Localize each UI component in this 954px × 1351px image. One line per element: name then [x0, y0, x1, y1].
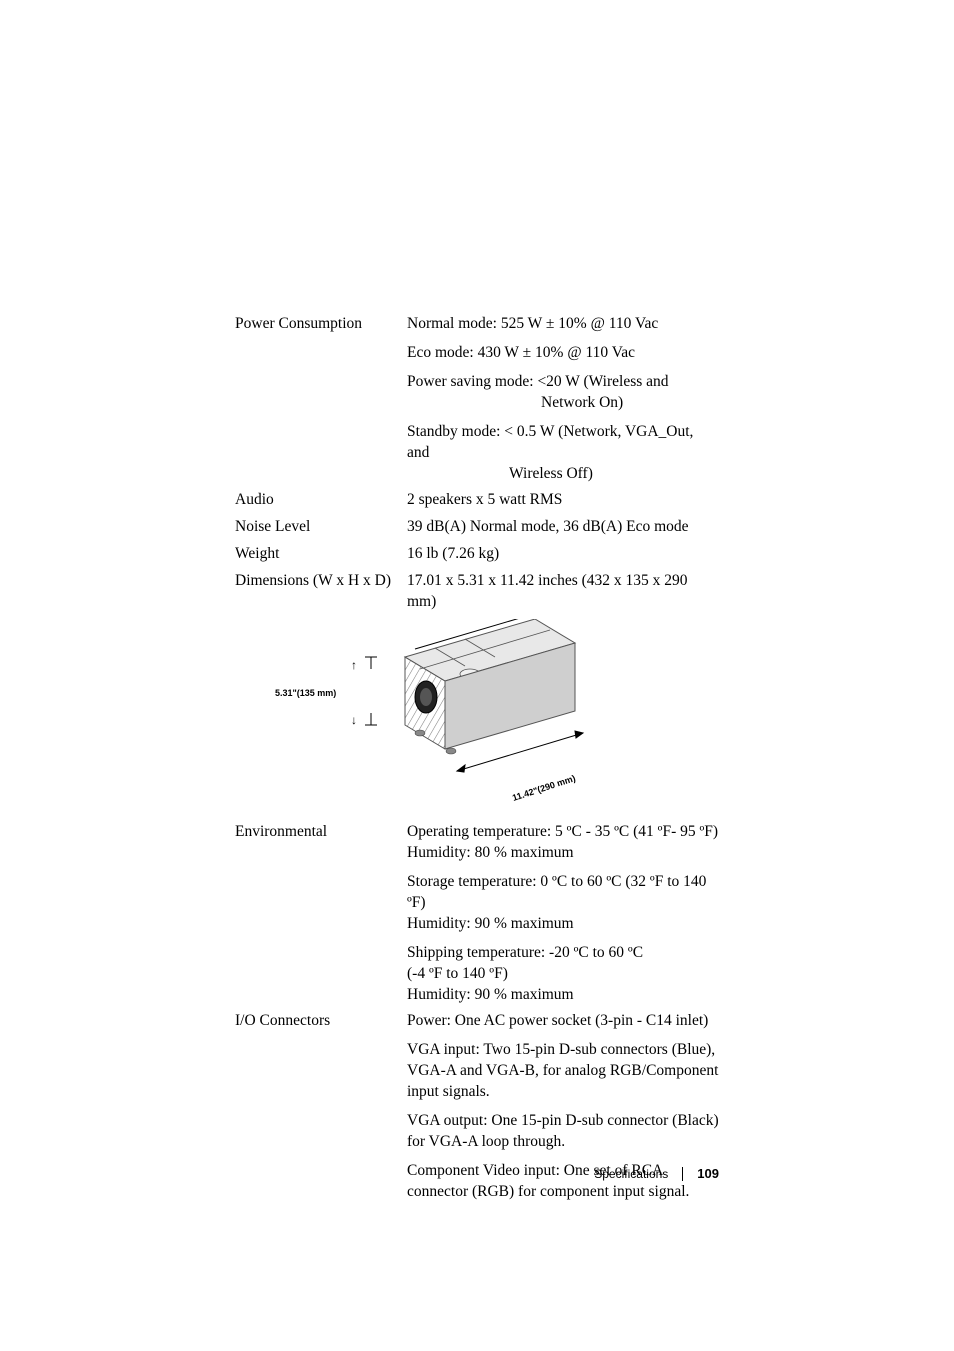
spec-label: Power Consumption [235, 314, 407, 335]
spec-row: EnvironmentalOperating temperature: 5 ºC… [235, 822, 719, 1005]
spec-value-line: Power: One AC power socket (3-pin - C14 … [407, 1011, 719, 1032]
spec-value: Operating temperature: 5 ºC - 35 ºC (41 … [407, 822, 719, 1005]
spec-value: Normal mode: 525 W ± 10% @ 110 Vac Eco mo… [407, 314, 719, 484]
spec-row: Noise Level39 dB(A) Normal mode, 36 dB(A… [235, 517, 719, 538]
spec-row: Power ConsumptionNormal mode: 525 W ± 10… [235, 314, 719, 484]
spec-value-line: Eco mode: 430 W ± 10% @ 110 Vac [407, 343, 719, 364]
spec-value-line: 2 speakers x 5 watt RMS [407, 490, 719, 511]
spec-label: Environmental [235, 822, 407, 843]
footer-page-number: 109 [697, 1166, 719, 1181]
arrow-icon: ↑ [351, 659, 357, 671]
spec-value-line: 16 lb (7.26 kg) [407, 544, 719, 565]
spec-row: Dimensions (W x H x D)17.01 x 5.31 x 11.… [235, 571, 719, 613]
footer-divider [682, 1167, 683, 1181]
page-footer: Specifications 109 [594, 1166, 719, 1181]
spec-value: 17.01 x 5.31 x 11.42 inches (432 x 135 x… [407, 571, 719, 613]
spec-value-line: Operating temperature: 5 ºC - 35 ºC (41 … [407, 822, 719, 864]
spec-label: Weight [235, 544, 407, 565]
spec-value-line: Shipping temperature: -20 ºC to 60 ºC(-4… [407, 943, 719, 1006]
page: Power ConsumptionNormal mode: 525 W ± 10… [0, 0, 954, 1351]
spec-value-line: Normal mode: 525 W ± 10% @ 110 Vac [407, 314, 719, 335]
arrow-icon: ↓ [351, 714, 357, 726]
projector-icon [365, 619, 605, 809]
spec-row: Audio2 speakers x 5 watt RMS [235, 490, 719, 511]
spec-value: 39 dB(A) Normal mode, 36 dB(A) Eco mode [407, 517, 719, 538]
spec-label: Audio [235, 490, 407, 511]
dim-height-label: 5.31"(135 mm) [275, 688, 336, 698]
dimensions-diagram: 5.31"(135 mm) ↑ ↓ 17.01"(432 mm) 11.42"(… [337, 623, 617, 808]
spec-value-line: VGA output: One 15-pin D-sub connector (… [407, 1111, 719, 1153]
spec-value-line: 39 dB(A) Normal mode, 36 dB(A) Eco mode [407, 517, 719, 538]
footer-section: Specifications [594, 1167, 668, 1181]
spec-value-line: Power saving mode: <20 W (Wireless andNe… [407, 372, 719, 414]
spec-value-line: 17.01 x 5.31 x 11.42 inches (432 x 135 x… [407, 571, 719, 613]
spec-value-line: Standby mode: < 0.5 W (Network, VGA_Out,… [407, 422, 719, 485]
spec-label: I/O Connectors [235, 1011, 407, 1032]
spec-label: Noise Level [235, 517, 407, 538]
spec-value: 16 lb (7.26 kg) [407, 544, 719, 565]
spec-row: Weight16 lb (7.26 kg) [235, 544, 719, 565]
spec-value: 2 speakers x 5 watt RMS [407, 490, 719, 511]
spec-table: Power ConsumptionNormal mode: 525 W ± 10… [235, 314, 719, 1203]
spec-label: Dimensions (W x H x D) [235, 571, 407, 592]
spec-value-line: Storage temperature: 0 ºC to 60 ºC (32 º… [407, 872, 719, 935]
spec-value-line: VGA input: Two 15-pin D-sub connectors (… [407, 1040, 719, 1103]
